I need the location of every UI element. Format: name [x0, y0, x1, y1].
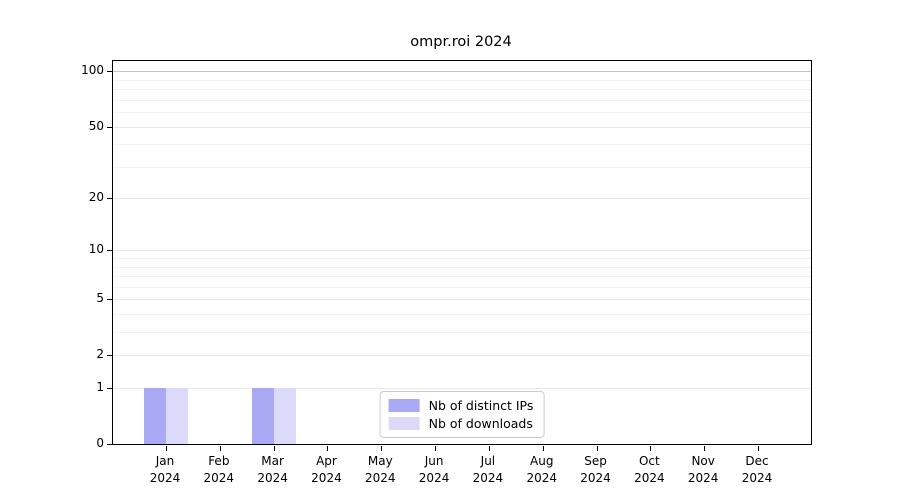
bar-distinct-ips-mar [251, 388, 274, 444]
x-tick-mark [704, 445, 706, 451]
x-tick-mark [327, 445, 329, 451]
y-tick-mark [106, 299, 112, 301]
y-tick-label: 20 [88, 190, 104, 205]
legend-label-distinct-ips: Nb of distinct IPs [428, 398, 534, 413]
x-tick-label: Sep 2024 [580, 454, 611, 485]
y-tick-label: 5 [96, 291, 104, 306]
y-gridline-major [113, 126, 811, 128]
y-gridline-major [113, 355, 811, 357]
y-gridline-minor [113, 144, 811, 146]
x-tick-label: Oct 2024 [634, 454, 665, 485]
y-tick-mark [106, 126, 112, 128]
bar-downloads-mar [273, 388, 296, 444]
x-tick-mark [166, 445, 167, 451]
y-tick-mark [106, 250, 112, 252]
bar-distinct-ips-jan [144, 388, 166, 444]
y-gridline-major [113, 198, 811, 200]
legend-label-downloads: Nb of downloads [428, 416, 533, 431]
y-gridline-minor [113, 276, 811, 278]
y-gridline-minor [113, 314, 811, 316]
y-tick-mark [106, 71, 112, 73]
y-gridline-minor [113, 258, 811, 260]
x-tick-mark [650, 445, 652, 451]
y-gridline-minor [113, 89, 811, 91]
x-tick-label: Feb 2024 [203, 454, 235, 485]
x-tick-mark [219, 445, 221, 451]
x-tick-label: Jan 2024 [149, 454, 181, 485]
y-gridline-minor [113, 332, 811, 334]
y-tick-label: 50 [88, 118, 104, 133]
x-tick-label: May 2024 [364, 454, 396, 485]
y-tick-label: 100 [81, 63, 104, 78]
y-tick-label: 2 [96, 347, 104, 362]
legend-item-distinct-ips: Nb of distinct IPs [388, 398, 534, 413]
x-tick-mark [488, 445, 490, 451]
plot-area: Nb of distinct IPs Nb of downloads [106, 60, 812, 451]
y-tick-label: 10 [88, 242, 104, 257]
x-tick-mark [435, 445, 437, 451]
chart-title: ompr.roi 2024 [410, 34, 512, 50]
x-tick-label: Jun 2024 [418, 454, 450, 485]
y-tick-mark [106, 388, 112, 390]
x-tick-mark [273, 445, 275, 451]
legend: Nb of distinct IPs Nb of downloads [379, 391, 545, 438]
x-tick-label: Jul 2024 [472, 454, 504, 485]
y-tick-label: 1 [96, 380, 104, 395]
x-tick-label: Apr 2024 [311, 454, 342, 485]
y-gridline-major [113, 388, 811, 390]
x-tick-mark [381, 445, 383, 451]
y-gridline-minor [113, 112, 811, 114]
x-tick-label: Dec 2024 [741, 454, 773, 485]
y-gridline-minor [113, 266, 811, 268]
x-tick-label: Aug 2024 [526, 454, 557, 485]
y-gridline-minor [113, 79, 811, 81]
legend-item-downloads: Nb of downloads [388, 416, 534, 431]
y-tick-mark [106, 355, 112, 357]
y-gridline-minor [113, 286, 811, 288]
y-tick-mark [106, 198, 112, 200]
y-gridline-minor [113, 166, 811, 168]
legend-swatch-distinct-ips [388, 399, 420, 412]
y-gridline-major [113, 71, 811, 73]
x-tick-label: Nov 2024 [687, 454, 719, 485]
bar-downloads-jan [166, 388, 188, 444]
y-gridline-major [113, 299, 811, 301]
y-tick-label: 0 [96, 436, 104, 450]
x-tick-mark [758, 445, 759, 451]
y-tick-mark [106, 444, 112, 445]
x-tick-mark [542, 445, 544, 451]
y-gridline-minor [113, 99, 811, 101]
x-tick-mark [596, 445, 598, 451]
y-gridline-major [113, 250, 811, 252]
legend-swatch-downloads [388, 417, 420, 430]
x-tick-label: Mar 2024 [257, 454, 288, 485]
